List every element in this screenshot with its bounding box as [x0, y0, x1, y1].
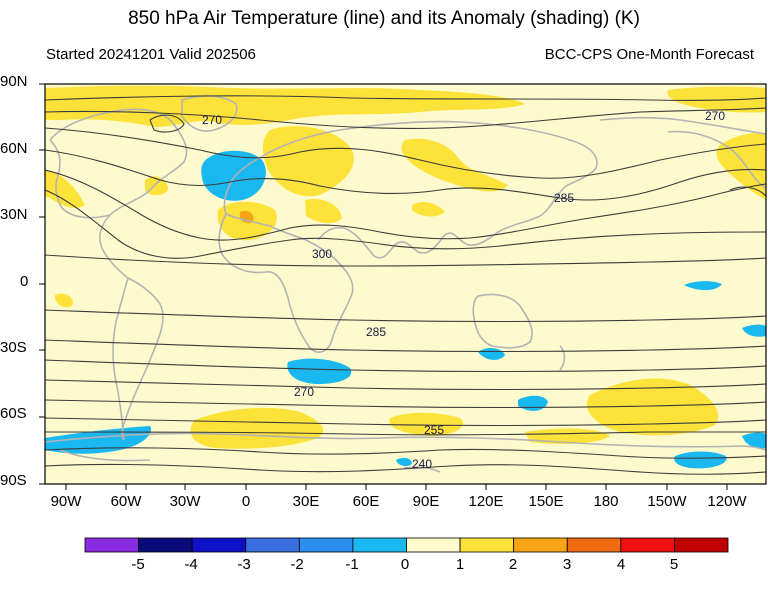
colorbar-swatch — [138, 537, 193, 553]
lat-label-60n: 60N — [0, 140, 28, 157]
colorbar-label: 3 — [562, 556, 572, 573]
colorbar-label: 4 — [616, 556, 626, 573]
colorbar-swatch — [620, 537, 675, 553]
coastlines — [45, 95, 766, 473]
contour-label: 240 — [412, 457, 432, 471]
colorbar-swatch — [406, 537, 461, 553]
lon-label-30w: 30W — [169, 493, 201, 510]
lat-label-60s: 60S — [0, 405, 27, 422]
temperature-contours — [45, 95, 766, 475]
lon-label-60w: 60W — [110, 493, 142, 510]
lat-label-30s: 30S — [0, 339, 27, 356]
contour-label: 270 — [294, 385, 314, 399]
colorbar-label: -4 — [184, 556, 198, 573]
lat-label-90s: 90S — [0, 472, 27, 489]
colorbar-label: 0 — [400, 556, 410, 573]
lon-label-150e: 150E — [528, 493, 564, 510]
contour-label: 285 — [366, 325, 386, 339]
contour-label: 255 — [424, 423, 444, 437]
lat-label-30n: 30N — [0, 206, 28, 223]
lon-label-30e: 30E — [292, 493, 320, 510]
lat-label-eq: 0 — [20, 273, 29, 290]
model-name: BCC-CPS One-Month Forecast — [544, 46, 754, 63]
lon-label-120e: 120E — [468, 493, 504, 510]
lon-label-60e: 60E — [352, 493, 380, 510]
lat-label-90n: 90N — [0, 73, 28, 90]
colorbar-label: -1 — [345, 556, 359, 573]
lon-label-150w: 150W — [647, 493, 687, 510]
colorbar-label: 5 — [669, 556, 679, 573]
colorbar-swatch — [459, 537, 515, 553]
colorbar-label: 2 — [508, 556, 518, 573]
lat-ticks — [39, 83, 45, 485]
colorbar-swatch — [513, 537, 568, 553]
lon-label-90e: 90E — [412, 493, 440, 510]
colorbar-label: 1 — [455, 556, 465, 573]
colorbar — [84, 537, 729, 553]
colorbar-swatch — [566, 537, 622, 553]
contour-label: 285 — [554, 191, 574, 205]
contour-label: 300 — [312, 247, 332, 261]
colorbar-swatch — [298, 537, 354, 553]
run-info: Started 20241201 Valid 202506 — [46, 46, 256, 63]
lon-label-0: 0 — [241, 493, 251, 510]
colorbar-swatch — [84, 537, 139, 553]
colorbar-label: -2 — [290, 556, 304, 573]
colorbar-label: -3 — [237, 556, 251, 573]
colorbar-swatch — [352, 537, 407, 553]
colorbar-swatch — [245, 537, 300, 553]
colorbar-swatch — [674, 537, 729, 553]
lon-ticks — [65, 484, 728, 490]
contour-label: 270 — [202, 113, 222, 127]
contour-label: 270 — [705, 109, 725, 123]
map-plot-area: 270 270 285 300 285 270 255 240 — [45, 84, 766, 484]
contour-labels: 270 270 285 300 285 270 255 240 — [202, 109, 725, 471]
lon-label-180: 180 — [593, 493, 619, 510]
lon-label-90w: 90W — [50, 493, 82, 510]
lon-label-120w: 120W — [707, 493, 747, 510]
map-title: 850 hPa Air Temperature (line) and its A… — [128, 8, 640, 29]
colorbar-label: -5 — [131, 556, 145, 573]
colorbar-swatch — [191, 537, 247, 553]
